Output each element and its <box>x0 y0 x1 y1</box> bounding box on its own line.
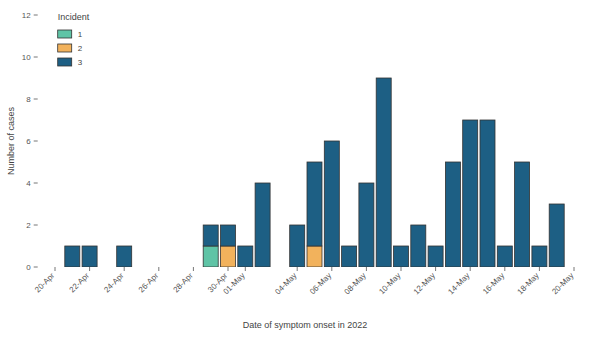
x-tick <box>124 267 125 271</box>
x-tick <box>158 267 159 271</box>
bar <box>411 225 426 267</box>
bar <box>549 204 564 267</box>
bar <box>463 120 478 267</box>
bar <box>255 183 270 267</box>
bar <box>307 162 322 246</box>
x-tick-label: 28-Apr <box>171 271 195 295</box>
legend-label: 3 <box>78 58 83 67</box>
x-tick <box>245 267 246 271</box>
y-tick-label: 0 <box>26 263 31 272</box>
bar <box>117 246 132 267</box>
x-tick <box>401 267 402 271</box>
legend-swatch <box>58 44 72 52</box>
bar <box>515 162 530 267</box>
bar <box>307 246 322 267</box>
x-axis-label: Date of symptom onset in 2022 <box>243 320 368 330</box>
x-tick-label: 24-Apr <box>102 271 126 295</box>
x-tick <box>366 267 367 271</box>
x-tick <box>297 267 298 271</box>
x-tick-label: 08-May <box>343 271 368 296</box>
bar <box>342 246 357 267</box>
y-tick <box>34 225 38 226</box>
y-tick-label: 4 <box>26 179 31 188</box>
chart: 02468101220-Apr22-Apr24-Apr26-Apr28-Apr3… <box>0 0 600 342</box>
bar <box>359 183 374 267</box>
legend-swatch <box>58 30 72 38</box>
x-tick <box>89 267 90 271</box>
y-tick <box>34 99 38 100</box>
legend-swatch <box>58 58 72 66</box>
bar <box>394 246 409 267</box>
bar <box>290 225 305 267</box>
legend-title: Incident <box>58 12 90 22</box>
y-tick-label: 6 <box>26 137 31 146</box>
legend-label: 2 <box>78 44 83 53</box>
y-tick-label: 2 <box>26 221 31 230</box>
y-axis-label: Number of cases <box>6 106 16 175</box>
y-tick <box>34 267 38 268</box>
bar <box>428 246 443 267</box>
bar <box>65 246 80 267</box>
x-tick <box>228 267 229 271</box>
x-tick <box>504 267 505 271</box>
bar <box>445 162 460 267</box>
bar <box>376 78 391 267</box>
bar <box>497 246 512 267</box>
y-tick-label: 8 <box>26 95 31 104</box>
x-tick <box>331 267 332 271</box>
x-tick-label: 14-May <box>446 271 471 296</box>
bar <box>480 120 495 267</box>
x-tick <box>470 267 471 271</box>
x-tick <box>55 267 56 271</box>
bar <box>324 141 339 267</box>
x-tick <box>539 267 540 271</box>
x-tick-label: 06-May <box>308 271 333 296</box>
x-tick-label: 10-May <box>377 271 402 296</box>
x-tick-label: 18-May <box>516 271 541 296</box>
y-tick <box>34 15 38 16</box>
bars <box>65 78 564 267</box>
bar <box>82 246 97 267</box>
x-tick-label: 01-May <box>221 271 246 296</box>
legend-label: 1 <box>78 30 83 39</box>
y-tick <box>34 183 38 184</box>
bar <box>221 225 236 246</box>
bar <box>203 246 218 267</box>
x-tick-label: 04-May <box>273 271 298 296</box>
x-tick <box>574 267 575 271</box>
x-tick <box>193 267 194 271</box>
x-tick-label: 20-Apr <box>33 271 57 295</box>
y-tick-label: 10 <box>22 53 31 62</box>
x-tick-label: 22-Apr <box>68 271 92 295</box>
bar <box>221 246 236 267</box>
bar <box>238 246 253 267</box>
x-tick-label: 16-May <box>481 271 506 296</box>
y-tick <box>34 57 38 58</box>
y-tick-label: 12 <box>22 11 31 20</box>
x-tick-label: 26-Apr <box>137 271 161 295</box>
x-tick-label: 12-May <box>412 271 437 296</box>
bar <box>532 246 547 267</box>
bar <box>203 225 218 246</box>
y-tick <box>34 141 38 142</box>
x-tick <box>435 267 436 271</box>
x-tick-label: 20-May <box>550 271 575 296</box>
